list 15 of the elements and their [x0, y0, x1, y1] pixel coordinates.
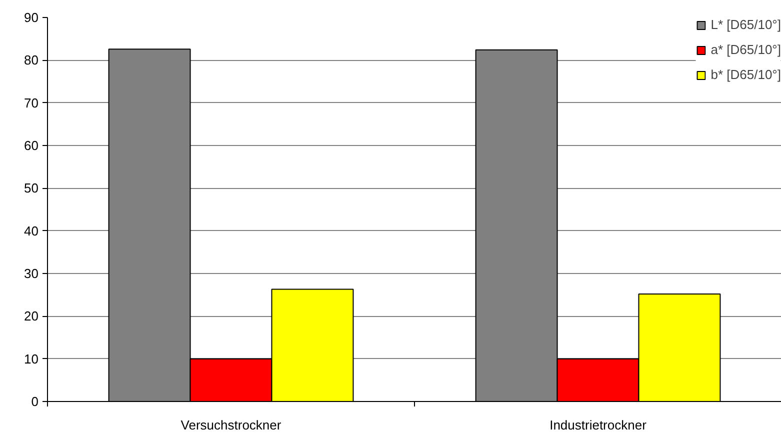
y-tick-label: 20: [24, 308, 39, 324]
y-tick-label: 60: [24, 138, 39, 153]
y-tick-label: 40: [24, 223, 39, 238]
y-tick-label: 90: [24, 10, 39, 25]
legend-label: b* [D65/10°]: [710, 67, 781, 82]
legend-label: a* [D65/10°]: [710, 42, 781, 57]
x-tick-label: Versuchstrockner: [180, 418, 282, 432]
y-tick-label: 30: [24, 266, 39, 281]
y-tick-label: 0: [31, 394, 39, 409]
y-tick-label: 80: [24, 52, 39, 68]
x-tick-label: Industrietrockner: [550, 418, 648, 432]
y-tick-label: 70: [24, 95, 39, 110]
legend-label: L* [D65/10°]: [710, 17, 781, 32]
y-tick-label: 50: [24, 180, 39, 196]
y-tick-label: 10: [24, 351, 39, 366]
